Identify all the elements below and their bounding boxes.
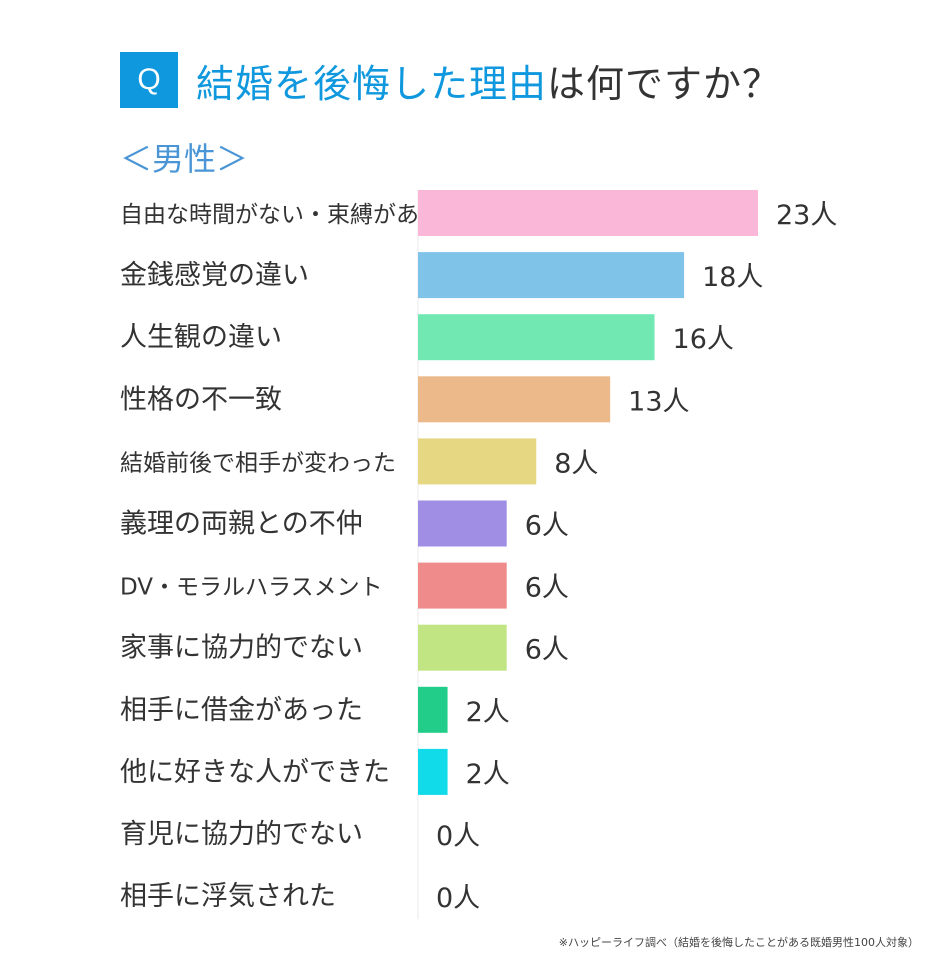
bar (418, 624, 507, 671)
category-label: 他に好きな人ができた (120, 757, 390, 788)
value-label: 2人 (466, 697, 510, 728)
category-label: 相手に借金があった (120, 695, 363, 726)
category-label: DV・モラルハラスメント (120, 575, 383, 601)
bar (418, 190, 758, 236)
bar (418, 314, 655, 361)
value-label: 0人 (436, 821, 480, 852)
category-label: 相手に浮気された (120, 881, 336, 912)
value-label: 6人 (525, 511, 569, 542)
value-label: 18人 (702, 262, 763, 293)
title-rest: は何ですか？ (547, 61, 782, 106)
value-label: 6人 (525, 635, 569, 666)
value-label: 13人 (628, 386, 689, 417)
bar (418, 748, 448, 795)
value-label: 0人 (436, 883, 480, 914)
bar (418, 500, 507, 547)
category-label: 家事に協力的でない (120, 633, 363, 664)
category-label: 金銭感覚の違い (120, 260, 309, 291)
category-label: 性格の不一致 (120, 384, 282, 415)
chart-subtitle: ＜男性＞ (120, 140, 249, 178)
category-label: 人生観の違い (120, 322, 282, 353)
bar (418, 686, 448, 733)
title-highlight: 結婚を後悔した理由 (196, 61, 548, 106)
footnote: ※ハッピーライフ調べ（結婚を後悔したことがある既婚男性100人対象） (558, 936, 919, 949)
value-label: 8人 (554, 448, 598, 479)
value-label: 2人 (466, 759, 510, 790)
q-badge: Q (120, 52, 178, 108)
bar (418, 376, 611, 423)
value-label: 16人 (673, 324, 734, 355)
category-label: 義理の両親との不仲 (120, 509, 363, 540)
category-label: 育児に協力的でない (120, 819, 363, 850)
category-label: 結婚前後で相手が変わった (120, 450, 396, 476)
page-title: 結婚を後悔した理由は何ですか？ (196, 53, 781, 108)
question-title: Q 結婚を後悔した理由は何ですか？ (120, 52, 781, 108)
value-label: 6人 (525, 573, 569, 604)
bar (418, 438, 537, 485)
bar (418, 562, 507, 609)
category-label: 自由な時間がない・束縛がある (120, 202, 442, 228)
bar (418, 252, 685, 299)
value-label: 23人 (776, 200, 837, 231)
